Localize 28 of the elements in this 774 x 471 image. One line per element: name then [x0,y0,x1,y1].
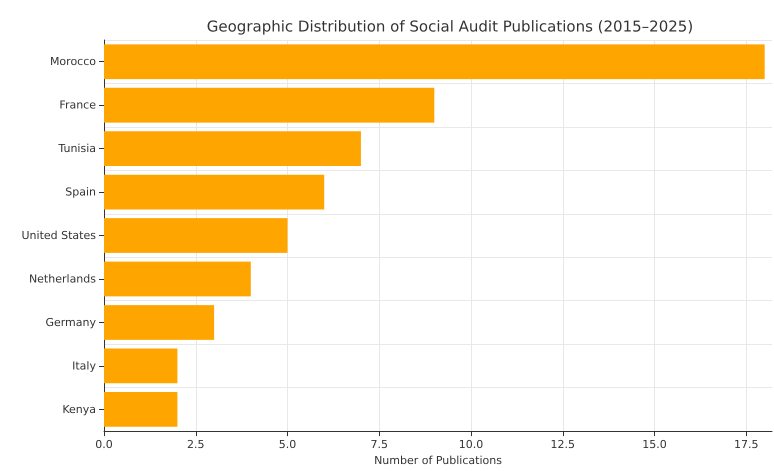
y-tick-label: Netherlands [28,272,96,286]
x-tick-label: 12.5 [550,438,576,452]
y-tick-label: Germany [45,316,96,329]
bar [104,88,434,123]
x-axis-title: Number of Publications [374,454,502,467]
y-tick-label: Italy [72,359,96,372]
bar [104,262,251,296]
y-tick-label: Morocco [50,55,96,68]
x-tick-label: 2.5 [187,438,205,452]
bar [104,174,324,210]
y-tick-label: United States [22,229,96,242]
x-tick-label: 0.0 [95,438,113,452]
bar [104,348,178,384]
bar [104,392,178,427]
x-tick-label: 15.0 [642,438,667,452]
y-tick-label: Tunisia [57,142,96,156]
bar [104,44,765,80]
bar [104,218,288,253]
x-tick-label: 5.0 [278,438,296,452]
y-tick-label: Kenya [62,402,96,416]
y-tick-label: Spain [65,186,96,199]
x-tick-label: 10.0 [458,438,484,452]
y-tick-label: France [59,98,96,112]
x-tick-label: 7.5 [370,438,388,452]
x-tick-label: 17.5 [734,438,759,452]
chart-title: Geographic Distribution of Social Audit Publications (2015–2025) [206,18,694,36]
bar [104,131,361,166]
bar [104,305,214,340]
